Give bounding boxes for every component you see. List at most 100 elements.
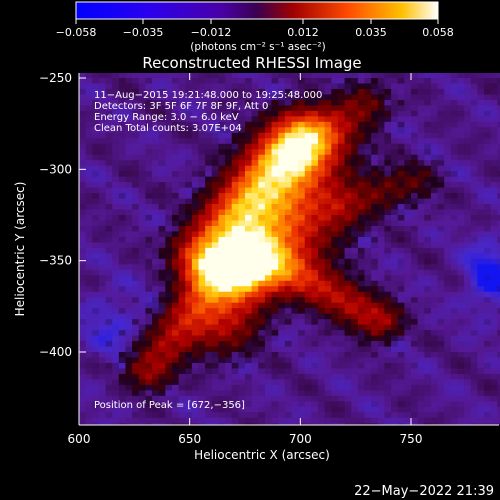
heatmap-cell xyxy=(444,225,452,233)
heatmap-cell xyxy=(178,319,186,326)
heatmap-cell xyxy=(444,83,452,90)
heatmap-cell xyxy=(138,94,146,101)
x-tick-label: 750 xyxy=(400,432,423,446)
heatmap-cell xyxy=(497,182,500,189)
heatmap-cell xyxy=(450,231,459,238)
heatmap-cell xyxy=(450,384,459,391)
heatmap-cell xyxy=(218,132,226,139)
heatmap-cell xyxy=(457,313,465,320)
heatmap-cell xyxy=(238,253,246,260)
heatmap-cell xyxy=(324,423,332,425)
heatmap-cell xyxy=(484,138,492,145)
heatmap-cell xyxy=(271,362,279,370)
heatmap-cell xyxy=(357,165,366,172)
heatmap-cell xyxy=(98,247,107,254)
heatmap-cell xyxy=(411,182,419,189)
heatmap-cell xyxy=(211,193,220,200)
heatmap-cell xyxy=(251,390,259,397)
heatmap-cell xyxy=(437,198,445,205)
heatmap-cell xyxy=(437,269,445,276)
heatmap-cell xyxy=(311,187,319,194)
heatmap-cell xyxy=(79,94,87,101)
heatmap-cell xyxy=(291,215,299,222)
heatmap-cell xyxy=(178,78,186,85)
heatmap-cell xyxy=(118,73,127,79)
heatmap-cell xyxy=(490,88,498,96)
heatmap-cell xyxy=(92,412,100,419)
heatmap-cell xyxy=(85,373,93,380)
heatmap-cell xyxy=(198,352,206,359)
heatmap-cell xyxy=(245,275,253,282)
heatmap-cell xyxy=(158,275,166,282)
heatmap-cell xyxy=(92,390,100,397)
heatmap-cell xyxy=(304,160,312,167)
heatmap-cell xyxy=(92,308,100,315)
heatmap-cell xyxy=(112,308,120,315)
heatmap-cell xyxy=(351,127,359,134)
heatmap-cell xyxy=(391,346,399,353)
heatmap-cell xyxy=(318,165,326,172)
heatmap-cell xyxy=(404,280,412,287)
heatmap-cell xyxy=(430,357,439,364)
heatmap-cell xyxy=(251,165,259,172)
heatmap-cell xyxy=(225,346,233,353)
heatmap-cell xyxy=(145,83,153,90)
heatmap-cell xyxy=(384,143,392,150)
heatmap-cell xyxy=(497,171,500,178)
heatmap-cell xyxy=(397,193,405,200)
heatmap-cell xyxy=(298,116,306,123)
heatmap-cell xyxy=(79,231,87,238)
heatmap-cell xyxy=(324,291,332,298)
heatmap-cell xyxy=(464,176,472,183)
heatmap-cell xyxy=(171,253,180,260)
heatmap-cell xyxy=(411,149,419,156)
heatmap-cell xyxy=(344,313,352,320)
heatmap-cell xyxy=(205,368,213,375)
heatmap-cell xyxy=(284,264,293,271)
heatmap-cell xyxy=(477,417,485,424)
heatmap-cell xyxy=(231,149,239,156)
heatmap-cell xyxy=(198,171,206,178)
heatmap-cell xyxy=(337,253,346,260)
heatmap-cell xyxy=(118,253,127,260)
heatmap-cell xyxy=(185,258,193,265)
heatmap-cell xyxy=(484,176,492,183)
heatmap-cell xyxy=(225,231,233,238)
heatmap-cell xyxy=(251,291,259,298)
heatmap-cell xyxy=(264,401,273,408)
heatmap-cell xyxy=(245,105,253,112)
heatmap-cell xyxy=(490,83,498,90)
heatmap-cell xyxy=(364,176,372,183)
heatmap-cell xyxy=(165,215,173,222)
heatmap-cell xyxy=(484,308,492,315)
heatmap-cell xyxy=(85,401,93,408)
heatmap-cell xyxy=(245,253,253,260)
heatmap-cell xyxy=(218,231,226,238)
heatmap-cell xyxy=(205,401,213,408)
heatmap-cell xyxy=(397,275,405,282)
heatmap-cell xyxy=(92,368,100,375)
heatmap-cell xyxy=(138,193,146,200)
heatmap-cell xyxy=(417,308,425,315)
heatmap-cell xyxy=(497,417,500,424)
heatmap-cell xyxy=(304,324,312,331)
heatmap-cell xyxy=(470,132,478,139)
heatmap-cell xyxy=(158,406,166,413)
heatmap-cell xyxy=(291,143,299,150)
heatmap-cell xyxy=(198,280,206,287)
heatmap-cell xyxy=(497,362,500,370)
heatmap-cell xyxy=(417,297,425,304)
heatmap-cell xyxy=(98,204,107,211)
heatmap-cell xyxy=(251,225,259,233)
heatmap-cell xyxy=(298,324,306,331)
heatmap-cell xyxy=(291,165,299,172)
heatmap-cell xyxy=(304,225,312,233)
heatmap-cell xyxy=(258,341,266,348)
heatmap-cell xyxy=(357,204,366,211)
heatmap-cell xyxy=(444,149,452,156)
heatmap-cell xyxy=(278,149,286,156)
heatmap-cell xyxy=(132,138,140,145)
heatmap-cell xyxy=(79,280,87,287)
heatmap-cell xyxy=(105,253,113,260)
